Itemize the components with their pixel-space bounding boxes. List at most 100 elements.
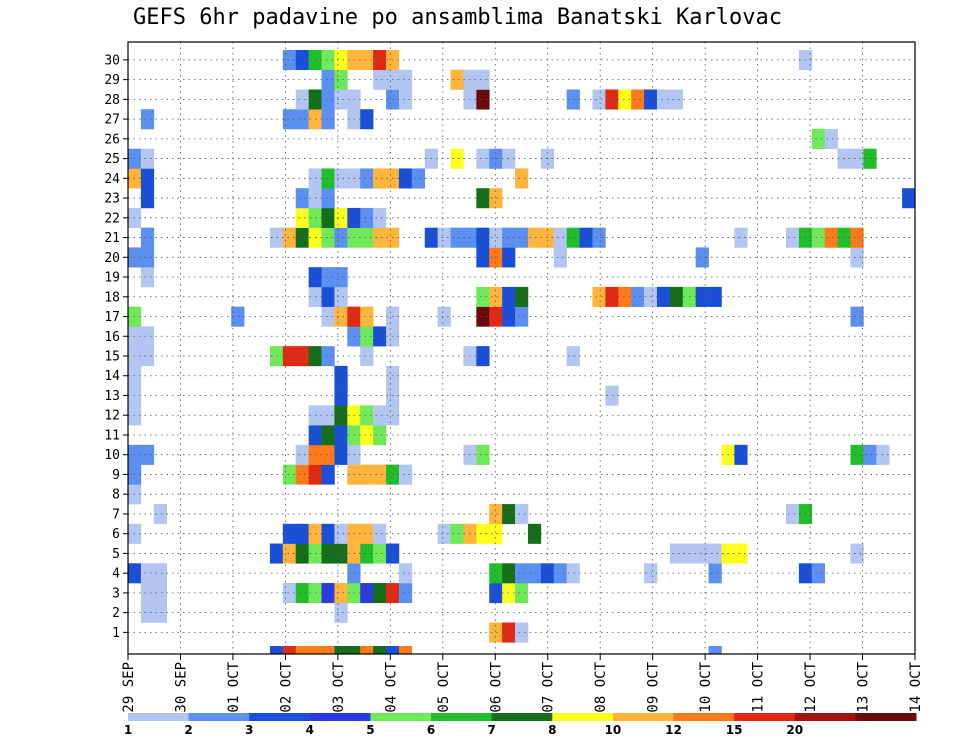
heatmap-cell <box>153 504 168 525</box>
y-tick-label: 14 <box>104 369 120 384</box>
heatmap-cell <box>140 227 155 248</box>
heatmap-cell <box>631 286 645 307</box>
heatmap-cell <box>360 425 374 446</box>
heatmap-cell <box>360 207 374 228</box>
heatmap-cell <box>515 168 529 189</box>
heatmap-cell <box>360 646 374 655</box>
y-tick-label: 20 <box>104 251 120 266</box>
heatmap-cell <box>592 89 606 110</box>
heatmap-cell <box>140 188 155 209</box>
colorbar-tick-label: 7 <box>488 723 496 737</box>
y-tick-label: 13 <box>104 389 120 404</box>
heatmap-cell <box>450 69 464 90</box>
heatmap-cell <box>321 646 335 655</box>
heatmap-cell <box>734 444 748 465</box>
heatmap-cell <box>669 543 684 564</box>
x-tick-label: 08 OCT <box>593 661 609 712</box>
heatmap-cell <box>140 346 155 367</box>
y-tick-label: 18 <box>104 290 120 305</box>
heatmap-cell <box>476 247 490 268</box>
colorbar-tick-label: 1 <box>124 723 132 737</box>
x-axis: 29 SEP 30 SEP 01 OCT 02 OCT 03 OCT 04 OCT 05 O… <box>121 654 924 713</box>
heatmap-cell <box>489 563 503 584</box>
heatmap-cell <box>656 286 671 307</box>
heatmap-cell <box>321 425 335 446</box>
heatmap-cell <box>140 247 155 268</box>
colorbar-tick-label: 4 <box>306 723 314 737</box>
x-tick-label: 04 OCT <box>383 661 399 712</box>
heatmap-cell <box>321 89 335 110</box>
colorbar-tick-label: 12 <box>665 723 682 737</box>
heatmap-cell <box>321 267 335 288</box>
y-tick-label: 1 <box>112 626 120 641</box>
colorbar-swatch <box>612 713 675 721</box>
y-tick-label: 7 <box>112 507 120 522</box>
heatmap-cell <box>321 306 335 327</box>
heatmap-cell <box>321 583 335 604</box>
y-tick-label: 11 <box>104 428 120 443</box>
heatmap-cell <box>360 227 374 248</box>
heatmap-cell <box>850 247 864 268</box>
x-tick-label: 14 OCT <box>908 661 924 712</box>
heatmap-cell <box>334 405 348 426</box>
heatmap-cell <box>515 286 529 307</box>
heatmap-cell <box>321 207 335 228</box>
colorbar-swatch <box>552 713 614 721</box>
heatmap-cell <box>282 227 297 248</box>
y-tick-label: 23 <box>104 192 120 207</box>
heatmap-cell <box>553 247 567 268</box>
colorbar-swatch <box>188 713 250 721</box>
heatmap-cell <box>386 646 400 655</box>
heatmap-cell <box>527 563 542 584</box>
heatmap-cell <box>321 69 335 90</box>
heatmap-cell <box>140 563 155 584</box>
heatmap-cell <box>824 128 838 150</box>
heatmap-cell <box>295 346 309 367</box>
heatmap-cell <box>515 504 529 525</box>
heatmap-cell <box>902 188 916 209</box>
heatmap-cell <box>527 227 542 248</box>
y-tick-label: 15 <box>104 350 120 365</box>
heatmap-cell <box>373 543 387 564</box>
colorbar-swatch <box>855 713 917 721</box>
y-tick-label: 29 <box>104 73 120 88</box>
heatmap-cell <box>476 444 490 465</box>
heatmap-cell <box>476 227 490 248</box>
heatmap-cell <box>579 227 593 248</box>
colorbar-tick-label: 2 <box>184 723 192 737</box>
heatmap-cell <box>334 523 348 544</box>
heatmap-cell <box>231 306 245 327</box>
heatmap-cell <box>373 50 387 71</box>
heatmap-cell <box>282 543 297 564</box>
heatmap-cell <box>269 646 284 655</box>
heatmap-cell <box>321 405 335 426</box>
heatmap-cell <box>398 646 413 655</box>
heatmap-cell <box>334 50 348 71</box>
heatmap-cell <box>476 148 490 169</box>
heatmap-cell <box>295 444 309 465</box>
x-tick-label: 13 OCT <box>856 661 872 712</box>
heatmap-cell <box>850 444 864 465</box>
heatmap-cell <box>153 563 168 584</box>
heatmap-cell <box>398 69 413 90</box>
heatmap-cell <box>308 646 322 655</box>
heatmap-cell <box>295 464 309 485</box>
colorbar-tick-label: 15 <box>726 723 743 737</box>
heatmap-cell <box>734 227 748 248</box>
heatmap-cell <box>411 168 426 189</box>
heatmap-cell <box>566 89 580 110</box>
heatmap-cell <box>295 50 309 71</box>
heatmap-cell <box>360 405 374 426</box>
heatmap-cell <box>334 267 348 288</box>
y-tick-label: 5 <box>112 547 120 562</box>
y-tick-label: 22 <box>104 211 120 226</box>
heatmap-cell <box>566 227 580 248</box>
heatmap-cell <box>566 346 580 367</box>
colorbar-swatch <box>673 713 735 721</box>
heatmap-cell <box>476 89 490 110</box>
heatmap-cell <box>334 286 348 307</box>
heatmap-cell <box>863 148 877 169</box>
y-tick-label: 3 <box>112 586 120 601</box>
